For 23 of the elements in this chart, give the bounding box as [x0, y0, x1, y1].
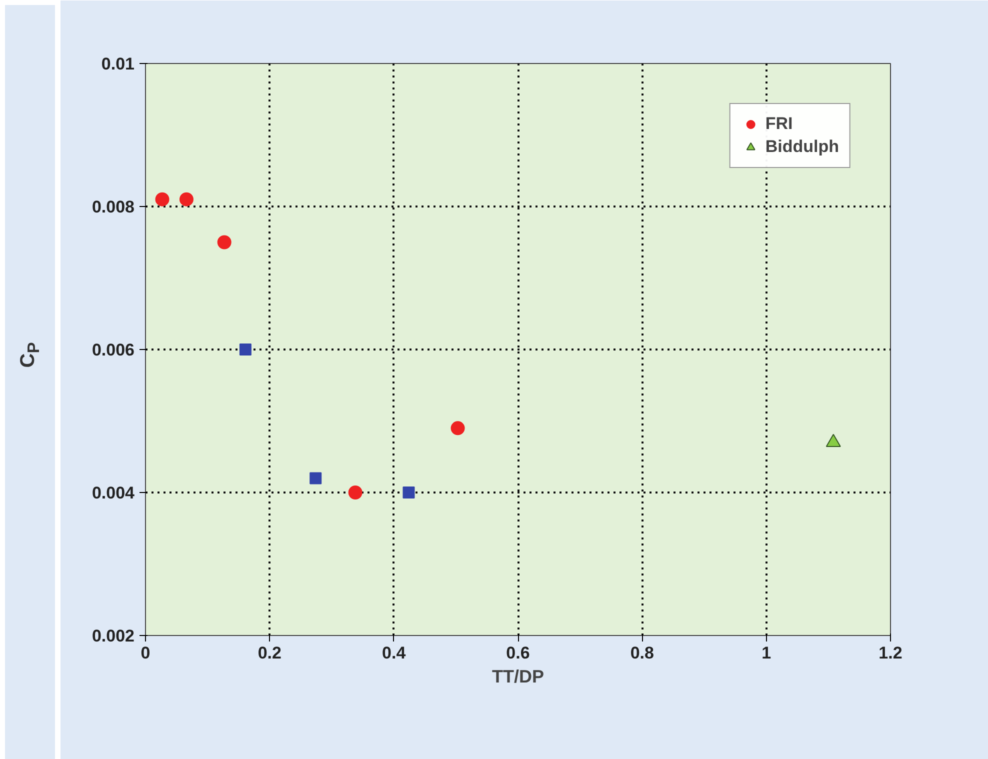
- point: [179, 192, 194, 206]
- x-tick-label: 0.8: [630, 644, 654, 662]
- point: [217, 235, 232, 250]
- y-tick-label: 0.01: [101, 54, 135, 74]
- point: [155, 192, 170, 206]
- legend-label: FRI: [765, 114, 793, 134]
- point: [348, 486, 362, 500]
- x-tick-label: 0.2: [258, 644, 282, 662]
- y-tick-label: 0.002: [92, 626, 135, 646]
- x-tick-label: 0.6: [506, 644, 530, 662]
- y-tick-label: 0.006: [92, 340, 135, 360]
- y-tick-label: 0.008: [92, 198, 135, 216]
- point: [402, 486, 415, 498]
- point: [450, 421, 465, 436]
- point: [310, 472, 322, 484]
- x-tick-label: 1: [762, 644, 772, 662]
- y-tick-label: 0.004: [92, 484, 136, 502]
- x-tick-label: 1.2: [878, 644, 902, 662]
- x-axis-title: TT/DP: [492, 666, 544, 686]
- x-tick-label: 0: [140, 644, 150, 662]
- x-tick-label: 0.4: [382, 644, 406, 662]
- point: [239, 344, 252, 356]
- legend-label: Biddulph: [765, 137, 839, 157]
